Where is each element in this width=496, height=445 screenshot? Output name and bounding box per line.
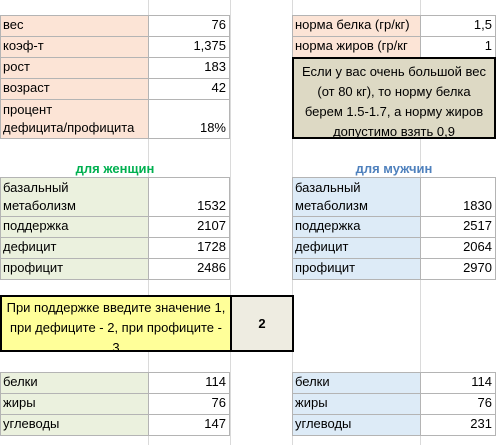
men-basal-label: базальный метаболизм [292, 177, 421, 217]
height-value[interactable]: 183 [148, 57, 230, 79]
men-basal-label-line1: базальный [295, 180, 361, 195]
men-deficit-value: 2064 [420, 237, 496, 259]
women-protein-value: 114 [148, 372, 230, 394]
women-deficit-label: дефицит [0, 237, 149, 259]
coef-value[interactable]: 1,375 [148, 36, 230, 58]
men-maintain-value: 2517 [420, 216, 496, 238]
mode-input[interactable]: 2 [230, 295, 294, 352]
men-surplus-value: 2970 [420, 258, 496, 280]
men-header: для мужчин [355, 161, 433, 176]
age-label: возраст [0, 78, 149, 100]
men-basal-value: 1830 [420, 177, 496, 217]
women-surplus-value: 2486 [148, 258, 230, 280]
women-deficit-value: 1728 [148, 237, 230, 259]
men-maintain-label: поддержка [292, 216, 421, 238]
percent-label-line2: дефицита/профицита [3, 120, 135, 135]
protein-norm-value[interactable]: 1,5 [420, 15, 496, 37]
percent-label: процент дефицита/профицита [0, 99, 149, 139]
men-fat-label: жиры [292, 393, 421, 415]
women-fat-value: 76 [148, 393, 230, 415]
percent-label-line1: процент [3, 102, 53, 117]
women-basal-label: базальный метаболизм [0, 177, 149, 217]
grid-line [230, 0, 231, 445]
percent-value[interactable]: 18% [148, 99, 230, 139]
men-carbs-value: 231 [420, 414, 496, 436]
weight-label: вес [0, 15, 149, 37]
men-protein-value: 114 [420, 372, 496, 394]
women-maintain-value: 2107 [148, 216, 230, 238]
norms-note: Если у вас очень большой вес (от 80 кг),… [292, 57, 496, 139]
women-protein-label: белки [0, 372, 149, 394]
men-fat-value: 76 [420, 393, 496, 415]
women-basal-value: 1532 [148, 177, 230, 217]
protein-norm-label: норма белка (гр/кг) [292, 15, 421, 37]
height-label: рост [0, 57, 149, 79]
women-carbs-label: углеводы [0, 414, 149, 436]
age-value[interactable]: 42 [148, 78, 230, 100]
weight-value[interactable]: 76 [148, 15, 230, 37]
women-surplus-label: профицит [0, 258, 149, 280]
men-protein-label: белки [292, 372, 421, 394]
mode-prompt: При поддержке введите значение 1, при де… [0, 295, 232, 355]
women-fat-label: жиры [0, 393, 149, 415]
fat-norm-value[interactable]: 1 [420, 36, 496, 58]
women-maintain-label: поддержка [0, 216, 149, 238]
men-basal-label-line2: метаболизм [295, 198, 368, 213]
women-basal-label-line2: метаболизм [3, 198, 76, 213]
women-header: для женщин [75, 161, 155, 176]
men-surplus-label: профицит [292, 258, 421, 280]
women-basal-label-line1: базальный [3, 180, 69, 195]
fat-norm-label: норма жиров (гр/кг [292, 36, 421, 58]
women-carbs-value: 147 [148, 414, 230, 436]
men-carbs-label: углеводы [292, 414, 421, 436]
coef-label: коэф-т [0, 36, 149, 58]
men-deficit-label: дефицит [292, 237, 421, 259]
